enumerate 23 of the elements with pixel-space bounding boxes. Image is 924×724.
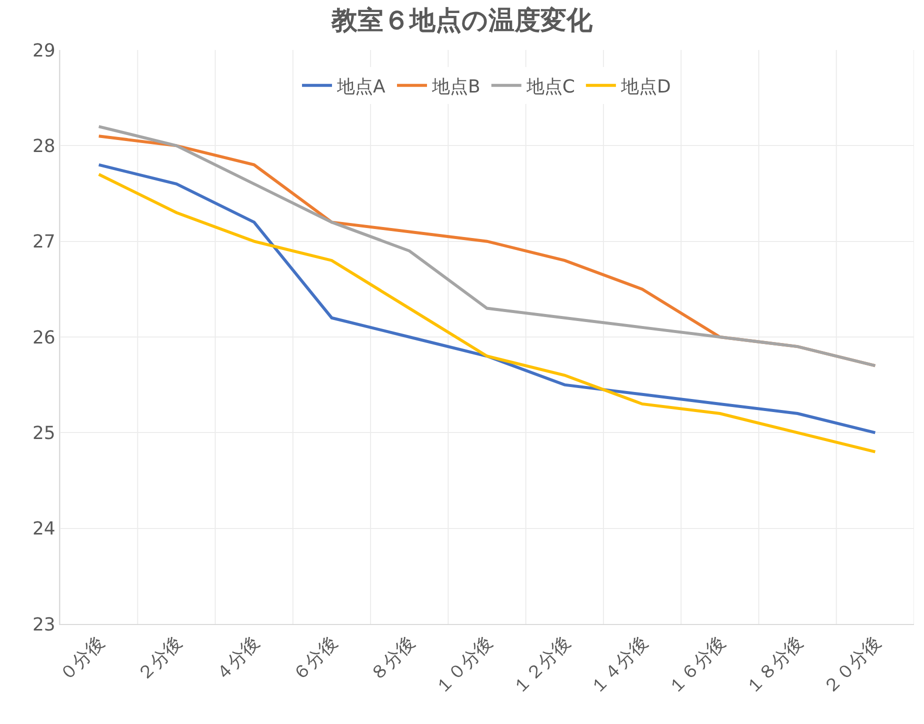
x-tick-label: １６分後: [664, 632, 730, 698]
legend-label: 地点B: [431, 76, 480, 98]
x-tick-label: ８分後: [366, 632, 420, 686]
legend-label: 地点C: [525, 76, 575, 98]
y-tick-label: 29: [32, 40, 56, 62]
y-tick-label: 23: [32, 614, 56, 636]
y-tick-label: 25: [32, 422, 56, 444]
x-tick-label: １２分後: [508, 632, 575, 698]
x-tick-label: ２分後: [133, 632, 186, 686]
y-tick-label: 26: [32, 327, 56, 348]
y-tick-label: 24: [32, 518, 56, 540]
x-tick-label: １４分後: [586, 632, 652, 698]
y-tick-label: 27: [32, 232, 56, 253]
x-tick-label: ６分後: [288, 632, 342, 686]
x-tick-label: ４分後: [210, 632, 264, 686]
legend-label: 地点D: [620, 76, 671, 98]
x-tick-label: １０分後: [431, 632, 497, 698]
chart-title: 教室６地点の温度変化: [330, 6, 594, 36]
x-tick-label: ０分後: [56, 632, 109, 686]
legend-label: 地点A: [336, 76, 386, 98]
x-tick-label: １８分後: [742, 632, 808, 698]
y-tick-label: 28: [32, 136, 56, 157]
x-tick-label: ２０分後: [819, 632, 886, 698]
